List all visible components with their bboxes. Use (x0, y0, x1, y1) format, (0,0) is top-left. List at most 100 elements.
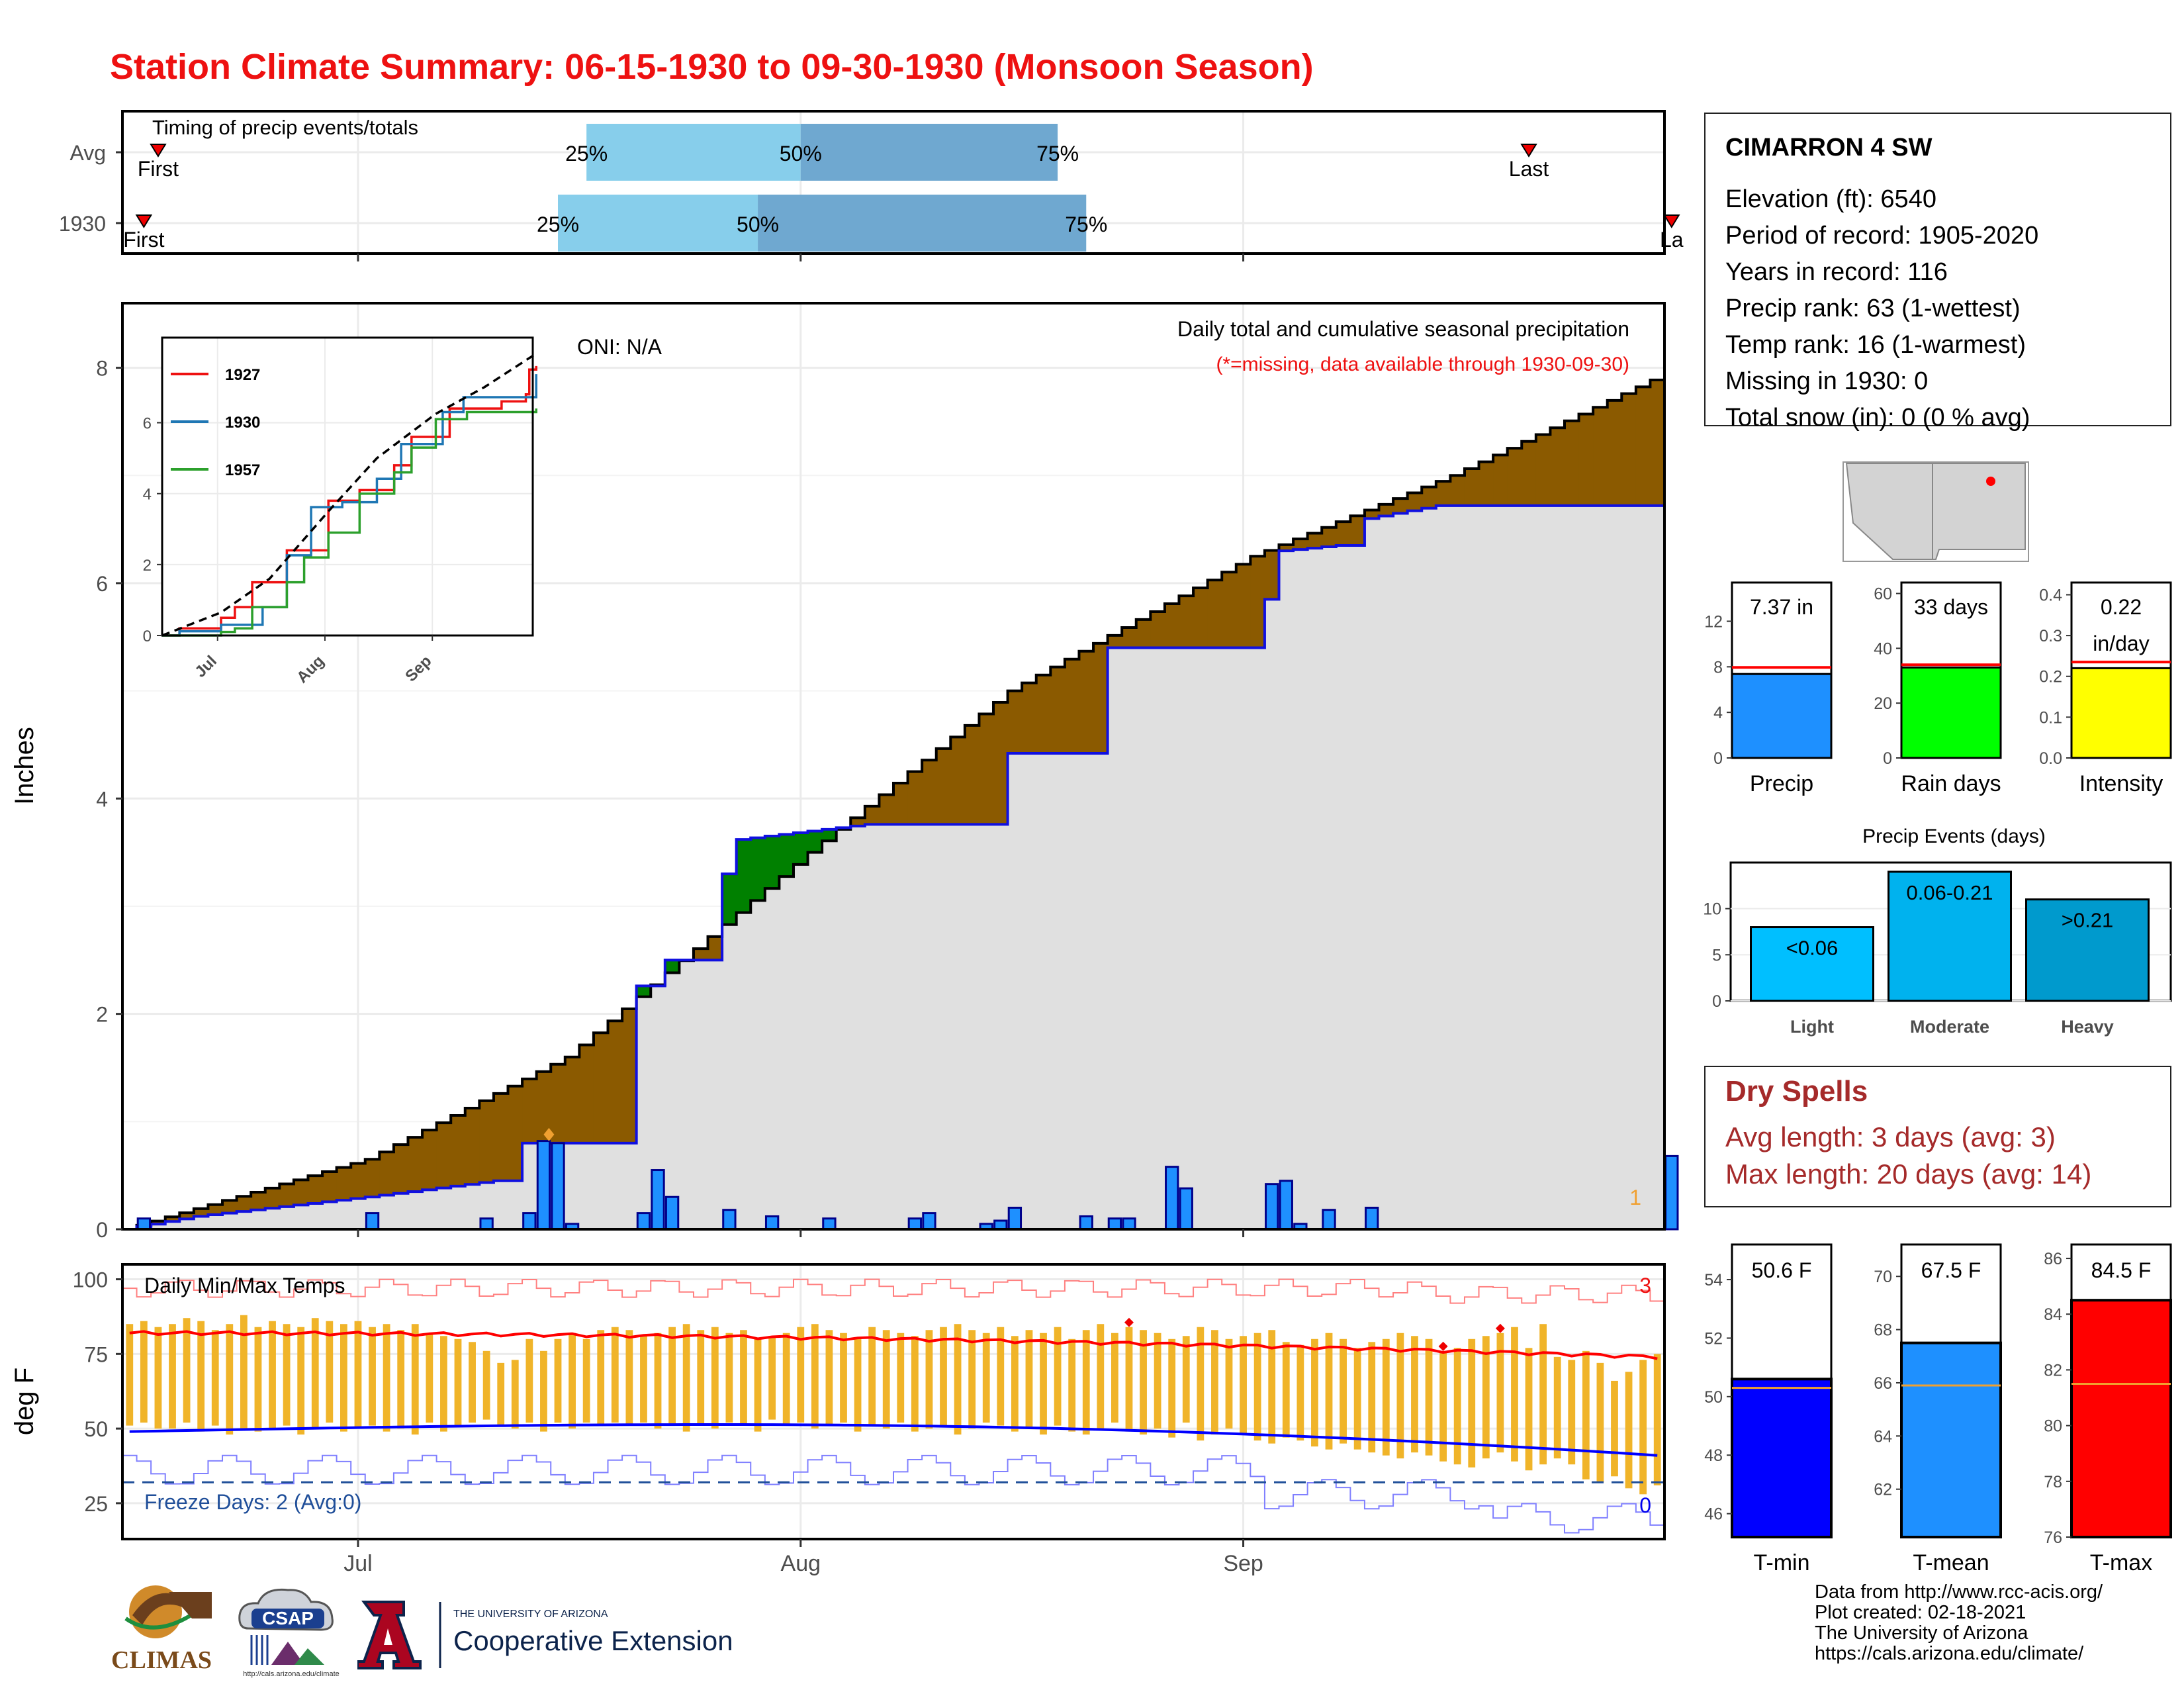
observed-area (1650, 505, 1665, 1229)
event-category-label: Moderate (1910, 1017, 1989, 1037)
ua-small-text: THE UNIVERSITY OF ARIZONA (453, 1609, 608, 1620)
daily-precip-bar (136, 1217, 152, 1231)
deficit-area (1507, 448, 1522, 506)
daily-temp-bar (454, 1338, 462, 1426)
station-precip-rank: Precip rank: 63 (1-wettest) (1725, 295, 2021, 322)
daily-temp-bar (411, 1324, 419, 1435)
deficit-area (1336, 522, 1351, 546)
precip-caption: Daily total and cumulative seasonal prec… (1177, 317, 1629, 341)
daily-temp-bar (1040, 1333, 1047, 1435)
gauge-category-label: Rain days (1901, 771, 2001, 796)
record-high-marker (1124, 1317, 1134, 1327)
daily-temp-bar (183, 1318, 191, 1423)
observed-area (208, 1215, 223, 1229)
inset-bg (162, 338, 533, 635)
climas-logo: CLIMAS (111, 1585, 212, 1674)
gauge-unit-label: in/day (2093, 632, 2149, 655)
daily-temp-bar (254, 1327, 262, 1432)
daily-temp-bar (1482, 1336, 1490, 1459)
deficit-area (365, 1159, 380, 1197)
missing-count: 1 (1629, 1186, 1641, 1209)
surplus-area (751, 837, 766, 901)
daily-temp-bar (754, 1338, 762, 1432)
ua-logo: THE UNIVERSITY OF ARIZONA Cooperative Ex… (357, 1601, 733, 1669)
observed-area (222, 1213, 238, 1229)
observed-area (993, 824, 1009, 1229)
deficit-area (436, 1123, 451, 1188)
observed-area (1464, 505, 1480, 1229)
daily-precip-bar (1279, 1180, 1293, 1231)
gauge-tick-label: 0.0 (2039, 749, 2062, 768)
daily-temp-bar (383, 1324, 390, 1432)
daily-temp-bar (326, 1321, 334, 1423)
dry-spells-max: Max length: 20 days (avg: 14) (1725, 1158, 2092, 1190)
observed-area (779, 876, 794, 1229)
deficit-area (993, 702, 1009, 825)
deficit-area (608, 1021, 623, 1143)
page-title: Station Climate Summary: 06-15-1930 to 0… (110, 47, 1314, 87)
daily-temp-bar (1411, 1336, 1418, 1453)
deficit-area (251, 1192, 266, 1210)
station-missing: Missing in 1930: 0 (1725, 367, 1929, 395)
events-tick-label: 5 (1712, 946, 1721, 964)
deficit-area (1036, 675, 1051, 753)
daily-temp-bar (882, 1330, 890, 1429)
observed-area (422, 1190, 437, 1229)
record-high-count: 3 (1639, 1274, 1651, 1297)
daily-temp-bar (854, 1338, 862, 1432)
temp-gauge-tick-label: 62 (1874, 1481, 1892, 1499)
deficit-area (1207, 580, 1222, 648)
record-min-line (122, 1454, 1664, 1534)
state-outline (1845, 463, 2026, 560)
observed-area (736, 912, 751, 1229)
gauge-category-label: Precip (1750, 771, 1813, 796)
precip-ytick-label: 4 (96, 787, 108, 811)
daily-temp-bar (569, 1333, 576, 1429)
temp-gauge-tick-label: 64 (1874, 1427, 1892, 1446)
deficit-area (1593, 407, 1608, 506)
deficit-area (422, 1130, 437, 1190)
avg-tmin-line (129, 1423, 1658, 1457)
observed-area (679, 961, 694, 1229)
daily-precip-bar (1107, 1217, 1122, 1231)
oni-label: ONI: N/A (577, 335, 662, 359)
deficit-area (1407, 492, 1422, 511)
deficit-area (408, 1137, 423, 1192)
daily-temp-bar (1496, 1333, 1504, 1453)
surplus-area (793, 832, 809, 865)
daily-temp-bar (554, 1338, 562, 1423)
observed-area (1064, 753, 1079, 1229)
locator-map (1843, 461, 2029, 562)
deficit-area (1193, 588, 1208, 648)
deficit-area (964, 725, 979, 825)
observed-area (1236, 647, 1251, 1229)
observed-area (836, 829, 851, 1229)
inset-series-line (162, 374, 537, 637)
station-period: Period of record: 1905-2020 (1725, 222, 2039, 250)
daily-precip-bar (536, 1140, 551, 1231)
daily-temp-bar (868, 1327, 876, 1426)
daily-temp-bar (1111, 1333, 1118, 1423)
gauge-tick-label: 0 (1713, 749, 1723, 768)
observed-area (379, 1195, 394, 1229)
observed-area (1250, 647, 1265, 1229)
deficit-area (1122, 627, 1137, 648)
events-tick-label: 10 (1703, 900, 1721, 919)
temp-gauge-tick-label: 78 (2044, 1473, 2062, 1491)
gauge-tick-label: 0 (1883, 749, 1892, 768)
deficit-area (1264, 550, 1279, 600)
observed-area (1564, 505, 1580, 1229)
observed-area (1036, 753, 1051, 1229)
deficit-area (565, 1056, 580, 1143)
daily-temp-bar (469, 1342, 476, 1423)
daily-temp-bar (1097, 1324, 1105, 1429)
observed-area (465, 1184, 480, 1229)
daily-temp-bar (1311, 1338, 1318, 1447)
temp-gauge-bar (1731, 1378, 1833, 1539)
observed-area (879, 824, 894, 1229)
gauge-bar (1900, 666, 2002, 759)
observed-area (693, 960, 709, 1229)
daily-precip-bar (907, 1217, 923, 1231)
daily-precip-bar (1365, 1206, 1379, 1231)
deficit-area (579, 1045, 594, 1143)
